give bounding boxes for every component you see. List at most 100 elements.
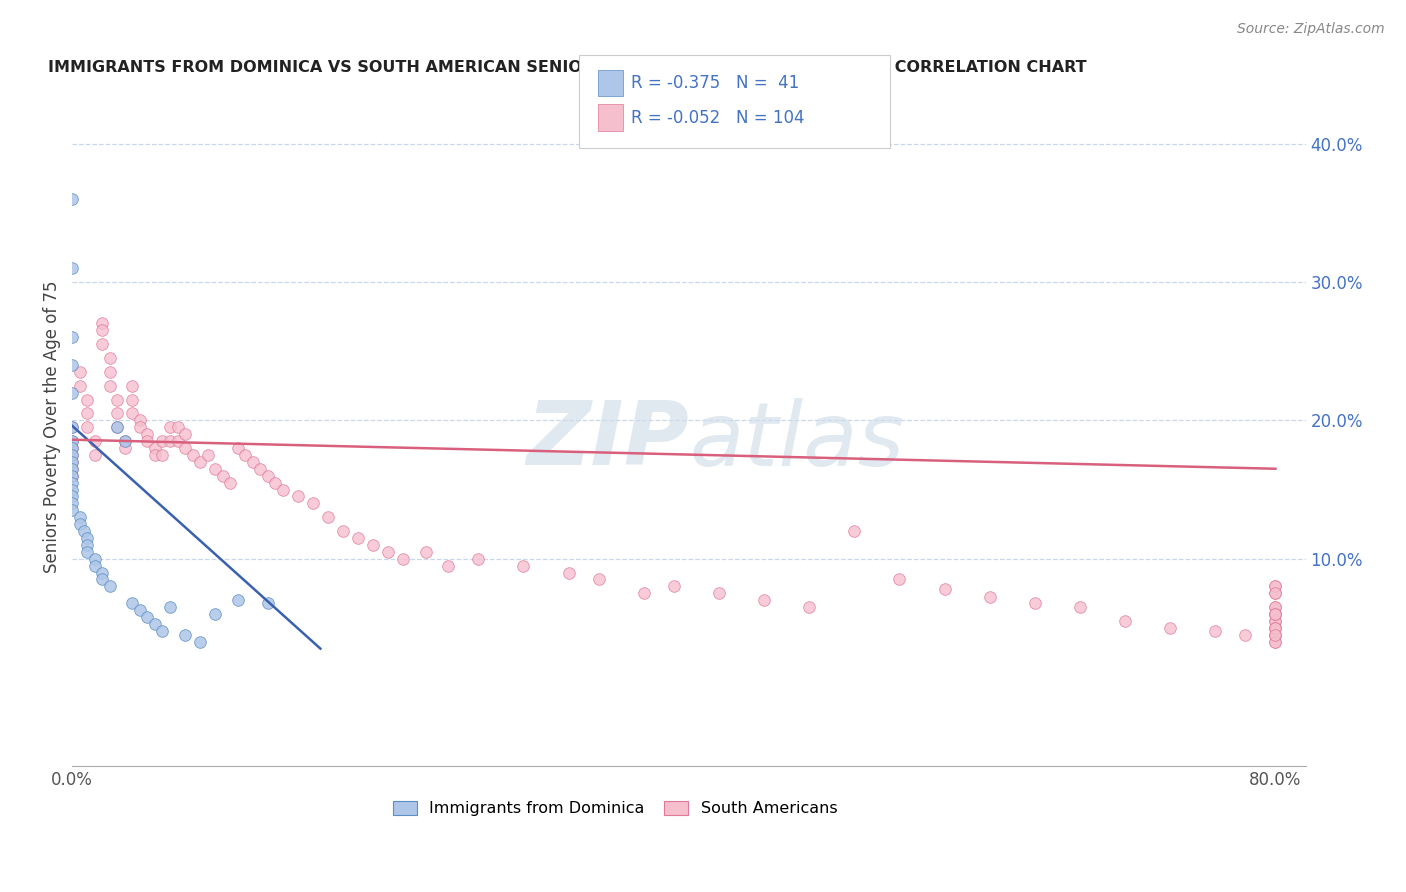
Point: [752, 593, 775, 607]
Point: [934, 582, 956, 596]
Point: [69, 365, 91, 379]
Point: [159, 600, 181, 615]
Point: [152, 434, 174, 448]
Point: [98, 579, 121, 593]
Point: [91, 317, 114, 331]
Point: [889, 573, 911, 587]
Point: [91, 337, 114, 351]
Point: [1264, 621, 1286, 635]
Point: [91, 573, 114, 587]
Point: [60, 420, 83, 434]
Point: [1204, 624, 1226, 638]
Point: [467, 551, 489, 566]
Point: [219, 475, 242, 490]
Point: [105, 420, 128, 434]
Point: [211, 468, 233, 483]
Point: [166, 434, 188, 448]
Legend: Immigrants from Dominica, South Americans: Immigrants from Dominica, South American…: [387, 794, 844, 822]
Point: [1264, 607, 1286, 621]
Point: [159, 434, 181, 448]
Point: [188, 634, 211, 648]
Point: [60, 455, 83, 469]
Point: [60, 385, 83, 400]
Point: [415, 545, 437, 559]
Point: [1234, 628, 1257, 642]
Point: [174, 628, 197, 642]
Point: [121, 378, 143, 392]
Point: [121, 392, 143, 407]
Point: [60, 192, 83, 206]
Point: [152, 624, 174, 638]
Point: [60, 420, 83, 434]
Point: [844, 524, 866, 538]
Point: [69, 510, 91, 524]
Text: ZIP: ZIP: [526, 397, 689, 484]
Point: [60, 503, 83, 517]
Point: [588, 573, 610, 587]
Point: [1264, 607, 1286, 621]
Point: [197, 448, 219, 462]
Point: [136, 609, 159, 624]
Point: [129, 420, 152, 434]
Point: [249, 462, 271, 476]
Point: [152, 448, 174, 462]
Point: [1264, 634, 1286, 648]
Point: [76, 538, 98, 552]
Point: [83, 558, 105, 573]
Point: [271, 483, 294, 497]
Point: [707, 586, 730, 600]
Point: [60, 462, 83, 476]
Text: R = -0.375   N =  41: R = -0.375 N = 41: [631, 74, 800, 92]
Text: IMMIGRANTS FROM DOMINICA VS SOUTH AMERICAN SENIORS POVERTY OVER THE AGE OF 75 CO: IMMIGRANTS FROM DOMINICA VS SOUTH AMERIC…: [48, 60, 1087, 75]
Point: [143, 441, 166, 455]
Point: [1024, 596, 1046, 610]
Point: [60, 358, 83, 372]
Point: [264, 475, 287, 490]
Point: [233, 448, 256, 462]
Point: [83, 434, 105, 448]
Point: [1264, 614, 1286, 628]
Point: [662, 579, 685, 593]
Point: [69, 378, 91, 392]
Point: [1159, 621, 1181, 635]
Point: [60, 441, 83, 455]
Point: [91, 323, 114, 337]
Point: [181, 448, 204, 462]
Point: [114, 434, 136, 448]
Point: [332, 524, 354, 538]
Point: [105, 420, 128, 434]
Point: [226, 441, 249, 455]
Point: [1264, 621, 1286, 635]
Point: [1264, 621, 1286, 635]
Point: [60, 468, 83, 483]
Point: [129, 413, 152, 427]
Point: [60, 462, 83, 476]
Text: R = -0.052   N = 104: R = -0.052 N = 104: [631, 109, 804, 127]
Point: [76, 531, 98, 545]
Point: [1264, 579, 1286, 593]
Text: Source: ZipAtlas.com: Source: ZipAtlas.com: [1237, 22, 1385, 37]
Point: [226, 593, 249, 607]
Point: [174, 427, 197, 442]
Point: [105, 392, 128, 407]
Point: [121, 596, 143, 610]
Point: [1264, 634, 1286, 648]
Point: [60, 468, 83, 483]
Point: [114, 434, 136, 448]
Point: [76, 406, 98, 420]
Point: [136, 434, 159, 448]
Point: [60, 434, 83, 448]
Point: [60, 448, 83, 462]
Point: [60, 434, 83, 448]
Point: [1264, 607, 1286, 621]
Point: [1264, 586, 1286, 600]
Y-axis label: Seniors Poverty Over the Age of 75: Seniors Poverty Over the Age of 75: [44, 281, 60, 574]
Point: [143, 448, 166, 462]
Point: [1264, 579, 1286, 593]
Point: [60, 455, 83, 469]
Point: [979, 591, 1001, 605]
Point: [159, 420, 181, 434]
Point: [60, 330, 83, 344]
Point: [60, 496, 83, 510]
Point: [557, 566, 579, 580]
